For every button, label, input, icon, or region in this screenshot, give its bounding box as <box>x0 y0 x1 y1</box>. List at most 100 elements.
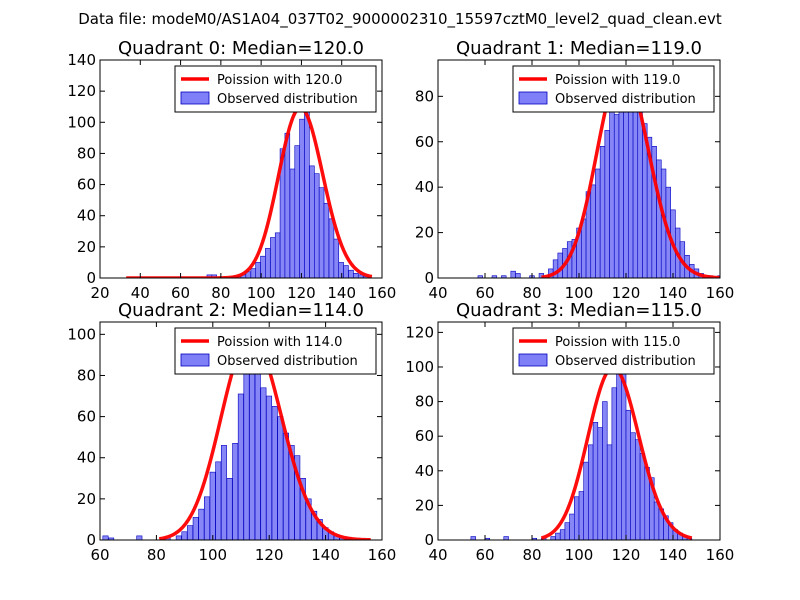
histogram-bar <box>597 427 603 540</box>
y-tick-label: 80 <box>415 393 434 411</box>
histogram-bar <box>226 478 233 540</box>
legend-bar-swatch <box>180 91 210 105</box>
x-tick-label: 80 <box>211 284 230 302</box>
x-tick-label: 100 <box>565 546 594 564</box>
histogram-bar <box>635 439 641 540</box>
histogram-bar <box>255 262 261 278</box>
figure-suptitle: Data file: modeM0/AS1A04_037T02_90000023… <box>78 10 722 29</box>
histogram-bar <box>175 535 182 540</box>
x-tick-label: 160 <box>368 546 397 564</box>
histogram-bar <box>590 184 596 278</box>
y-tick-label: 0 <box>86 531 96 549</box>
legend: Poission with 115.0 Observed distribution <box>512 327 715 375</box>
plot-area <box>470 332 693 540</box>
histogram-bar <box>299 118 305 278</box>
y-tick-label: 40 <box>77 449 96 467</box>
histogram-bar <box>215 461 222 540</box>
y-tick-label: 140 <box>67 51 96 69</box>
histogram-bar <box>653 501 660 540</box>
axes-frame <box>99 59 383 279</box>
x-tick-label: 140 <box>311 546 340 564</box>
histogram-bar <box>555 532 561 540</box>
plot-area <box>125 75 373 278</box>
x-tick-label: 140 <box>659 284 688 302</box>
legend: Poission with 119.0 Observed distribution <box>512 65 715 113</box>
panel-title: Quadrant 0: Median=120.0 <box>118 38 364 59</box>
histogram-bar <box>277 416 284 540</box>
histogram-bar <box>192 517 199 540</box>
histogram-bar <box>620 371 627 540</box>
histogram-bar <box>314 173 320 278</box>
x-tick-label: 100 <box>247 284 276 302</box>
legend-bar-swatch <box>180 353 210 367</box>
x-tick-label: 140 <box>659 546 688 564</box>
quadrant-panel-2: Quadrant 2: Median=114.0 60 80 100 120 140 160… <box>67 300 396 564</box>
x-tick-label: 20 <box>90 284 109 302</box>
y-tick-label: 20 <box>77 490 96 508</box>
histogram-bar <box>328 218 335 278</box>
y-tick-label: 80 <box>415 87 434 105</box>
histogram-bar <box>625 409 631 540</box>
y-tick-label: 100 <box>405 358 434 376</box>
histogram-bar <box>515 273 521 278</box>
x-tick-label: 60 <box>475 284 494 302</box>
plot-area <box>477 66 720 278</box>
histogram-bar <box>294 145 300 278</box>
y-tick-label: 20 <box>77 238 96 256</box>
legend-line-label: Poission with 115.0 <box>555 335 680 350</box>
histogram-bar <box>606 444 613 540</box>
legend-box <box>512 65 715 113</box>
x-tick-label: 140 <box>327 284 356 302</box>
histogram-bar <box>250 268 257 278</box>
legend: Poission with 114.0 Observed distribution <box>174 327 377 375</box>
histogram-bar <box>318 187 325 278</box>
histogram-bar <box>599 145 606 278</box>
histogram-bar <box>559 529 566 540</box>
histogram-bar <box>270 237 276 278</box>
y-tick-label: 0 <box>424 269 434 287</box>
histogram-bar <box>628 91 634 278</box>
histogram-bar <box>611 387 617 540</box>
x-tick-label: 60 <box>171 284 190 302</box>
y-tick-label: 40 <box>77 207 96 225</box>
y-tick-label: 80 <box>77 144 96 162</box>
histogram-bar <box>353 273 359 278</box>
histogram-bar <box>237 393 244 540</box>
legend-box <box>174 327 377 375</box>
histogram-bar <box>630 432 636 540</box>
x-tick-label: 40 <box>428 546 447 564</box>
x-tick-label: 160 <box>706 546 735 564</box>
histogram-bar <box>470 536 476 540</box>
histogram-bar <box>136 535 143 540</box>
histogram-bar <box>333 238 340 278</box>
x-tick-label: 80 <box>522 546 541 564</box>
legend-bar-label: Observed distribution <box>217 92 358 107</box>
legend-bar-label: Observed distribution <box>555 92 696 107</box>
histogram-bar <box>102 535 109 540</box>
histogram-bar <box>564 522 570 540</box>
histogram-bar <box>187 525 194 540</box>
histogram-bar <box>618 86 624 278</box>
histogram-bar <box>260 387 267 540</box>
histogram-bar <box>274 232 281 278</box>
histogram-bar <box>220 445 227 540</box>
x-tick-label: 40 <box>131 284 150 302</box>
y-tick-label: 40 <box>415 178 434 196</box>
y-tick-label: 100 <box>67 325 96 343</box>
histogram-bar <box>578 491 584 540</box>
histogram-bar <box>348 269 354 278</box>
histogram-bar <box>573 496 580 540</box>
histogram-bar <box>550 536 556 540</box>
histogram-bar <box>581 218 587 278</box>
x-tick-label: 60 <box>90 546 109 564</box>
x-tick-label: 120 <box>612 546 641 564</box>
x-tick-label: 120 <box>255 546 284 564</box>
legend-line-label: Poission with 119.0 <box>555 73 680 88</box>
histogram-bar <box>604 130 610 278</box>
histogram-bar <box>338 262 344 278</box>
y-tick-label: 60 <box>77 408 96 426</box>
x-tick-label: 100 <box>565 284 594 302</box>
histogram-bar <box>284 132 291 278</box>
x-tick-label: 80 <box>522 284 541 302</box>
